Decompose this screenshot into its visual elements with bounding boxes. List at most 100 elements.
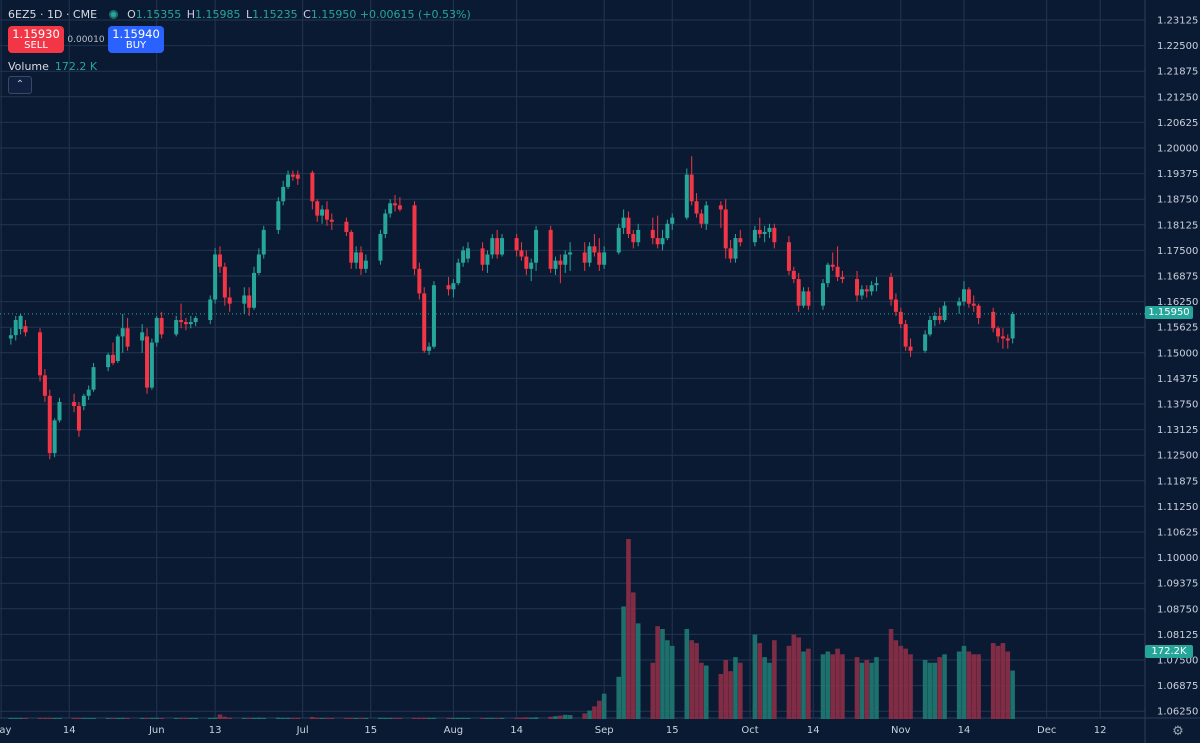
- candle-body: [412, 205, 417, 269]
- y-tick-label: 1.16250: [1157, 297, 1198, 308]
- settings-gear-icon[interactable]: ⚙: [1172, 724, 1184, 739]
- volume-bar: [183, 717, 189, 719]
- y-tick-label: 1.09375: [1157, 579, 1198, 590]
- volume-bar: [42, 718, 48, 719]
- candle-body: [485, 254, 490, 265]
- volume-bar: [830, 654, 836, 719]
- candle-body: [217, 254, 222, 267]
- candle-body: [213, 254, 218, 300]
- volume-bar: [52, 718, 57, 719]
- volume-bar: [460, 718, 466, 719]
- y-axis[interactable]: 1.23125 1.22500 1.21875 1.21250 1.20625 1.200…: [1157, 16, 1198, 718]
- candle-body: [72, 401, 77, 407]
- volume-bar: [256, 717, 262, 719]
- candle-body: [548, 229, 553, 269]
- candle-body: [451, 283, 456, 290]
- x-tick-label: Jul: [296, 725, 309, 736]
- candle-body: [456, 262, 461, 284]
- volume-bar: [864, 659, 870, 719]
- volume-bar: [13, 718, 19, 719]
- candle-body: [786, 242, 791, 271]
- candle-body: [86, 389, 91, 396]
- candle-body: [966, 289, 971, 304]
- candle-body: [256, 254, 261, 273]
- candle-body: [393, 203, 398, 206]
- volume-bar: [23, 718, 28, 719]
- candles: [8, 156, 1015, 460]
- volume-bar: [694, 643, 699, 719]
- volume-bar: [533, 717, 539, 719]
- buy-button[interactable]: 1.15940 BUY: [108, 26, 164, 53]
- volume-bar: [616, 676, 622, 719]
- spread-value: 0.00010: [67, 34, 105, 45]
- x-axis[interactable]: May 14 Jun 13 Jul 15 Aug 14 Sep 15 Oct 14 Nov 14 Dec 12: [0, 725, 1107, 736]
- candle-body: [932, 315, 937, 321]
- candle-body: [252, 272, 257, 308]
- volume-bar: [285, 717, 291, 719]
- volume-bar: [961, 645, 967, 719]
- volume-bar: [1010, 670, 1015, 719]
- volume-bar: [363, 718, 369, 719]
- candle-body: [616, 227, 621, 253]
- candle-body: [427, 346, 432, 351]
- symbol-title[interactable]: 6EZ5 · 1D · CME: [8, 8, 98, 21]
- volume-bar: [801, 651, 806, 719]
- candle-body: [874, 283, 879, 286]
- volume-bar: [684, 629, 690, 719]
- volume-bar: [465, 718, 471, 719]
- volume-bar: [446, 717, 451, 719]
- volume-bar: [562, 714, 568, 719]
- y-tick-label: 1.08125: [1157, 630, 1198, 641]
- volume-label: Volume: [8, 60, 49, 73]
- candle-body: [349, 231, 354, 263]
- volume-bar: [397, 718, 403, 719]
- y-tick-label: 1.14375: [1157, 374, 1198, 385]
- candle-body: [869, 285, 874, 292]
- candle-body: [840, 277, 845, 280]
- x-tick-label: Sep: [595, 725, 614, 736]
- collapse-legend-button[interactable]: ⌃: [8, 76, 32, 94]
- volume-bar: [37, 718, 43, 719]
- sell-button[interactable]: 1.15930 SELL: [8, 26, 64, 53]
- volume-bar: [81, 718, 87, 719]
- y-tick-label: 1.11250: [1157, 502, 1198, 513]
- candle-body: [18, 315, 23, 330]
- volume-bar: [528, 717, 534, 719]
- volume-bar: [733, 657, 738, 719]
- candle-body: [242, 295, 247, 304]
- volume-bar: [655, 626, 660, 719]
- volume-bar: [455, 717, 461, 719]
- candle-body: [563, 254, 568, 265]
- volume-bar: [71, 718, 77, 719]
- candle-body: [704, 205, 709, 224]
- y-tick-label: 1.06875: [1157, 681, 1198, 692]
- x-tick-label: 14: [510, 725, 523, 736]
- volume-bar: [752, 634, 758, 719]
- candle-body: [140, 332, 145, 341]
- x-tick-label: 15: [364, 725, 377, 736]
- volume-bar: [18, 718, 23, 719]
- volume-bar: [660, 629, 665, 719]
- low-label: L: [246, 8, 253, 21]
- volume-bar: [120, 717, 126, 719]
- y-tick-label: 1.18125: [1157, 220, 1198, 231]
- candle-body: [57, 401, 62, 421]
- volume-bar: [57, 718, 62, 719]
- volume-bar: [567, 715, 573, 719]
- volume-bar: [601, 693, 607, 719]
- y-tick-label: 1.20625: [1157, 118, 1198, 129]
- candle-body: [324, 209, 329, 220]
- volume-bar: [91, 718, 96, 719]
- candle-body: [597, 252, 602, 265]
- volume-bar: [971, 654, 977, 719]
- y-tick-label: 1.13750: [1157, 400, 1198, 411]
- volume-bar: [869, 662, 874, 719]
- volume-bar: [412, 717, 417, 719]
- x-tick-label: Aug: [444, 725, 464, 736]
- candle-body: [315, 201, 320, 216]
- x-tick-label: 12: [1094, 725, 1107, 736]
- x-tick-label: 15: [666, 725, 679, 736]
- candle-body: [898, 311, 903, 325]
- candle-body: [159, 317, 164, 335]
